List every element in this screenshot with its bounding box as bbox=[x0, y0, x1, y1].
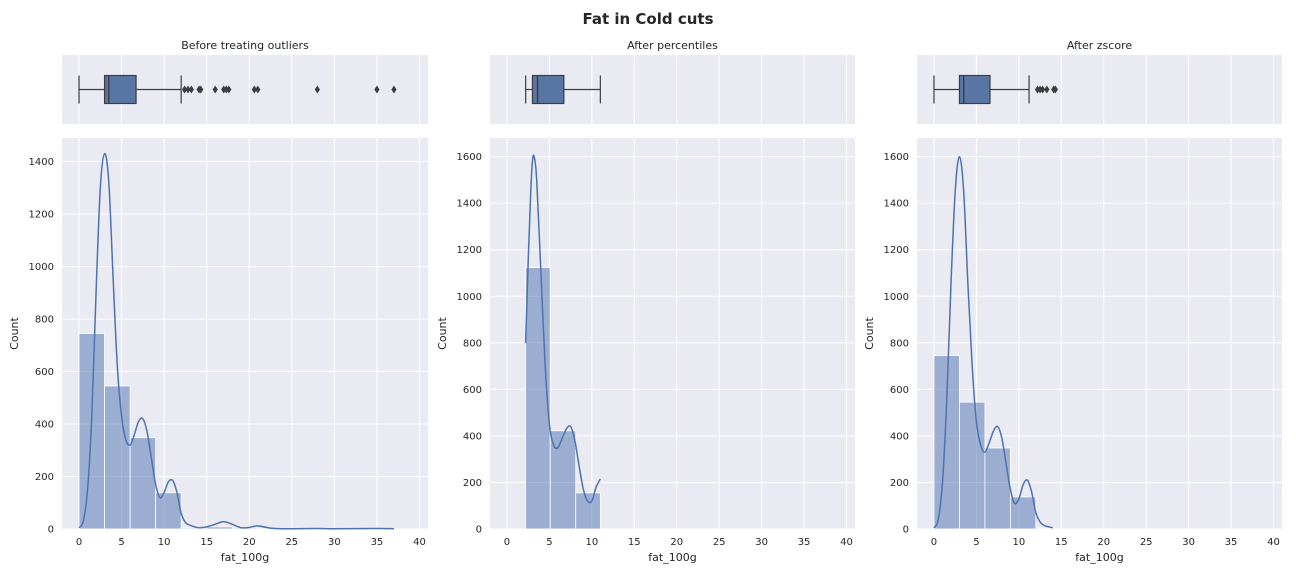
histogram-bar bbox=[206, 526, 233, 530]
x-tick-label: 20 bbox=[243, 537, 256, 548]
outlier-point bbox=[212, 85, 218, 94]
figure-title: Fat in Cold cuts bbox=[582, 10, 713, 28]
x-tick-label: 5 bbox=[118, 537, 124, 548]
boxplot-panel-1: Before treating outliers bbox=[62, 39, 428, 124]
outlier-point bbox=[255, 85, 261, 94]
x-tick-label: 35 bbox=[371, 537, 384, 548]
x-tick-label: 30 bbox=[755, 537, 768, 548]
histogram-bar bbox=[104, 385, 131, 530]
x-tick-label: 5 bbox=[973, 537, 979, 548]
outlier-point bbox=[185, 85, 191, 94]
y-tick-label: 1600 bbox=[457, 152, 482, 163]
outlier-point bbox=[226, 85, 232, 94]
kde-line bbox=[524, 154, 602, 504]
y-axis-label: Count bbox=[436, 316, 449, 349]
x-axis-label: fat_100g bbox=[1075, 551, 1123, 564]
panel-title: After zscore bbox=[1067, 39, 1132, 52]
y-tick-label: 600 bbox=[890, 385, 909, 396]
y-tick-label: 600 bbox=[35, 367, 54, 378]
y-tick-label: 1200 bbox=[457, 245, 482, 256]
y-tick-label: 400 bbox=[463, 431, 482, 442]
histogram-bar bbox=[129, 437, 157, 530]
x-tick-label: 25 bbox=[713, 537, 726, 548]
y-tick-label: 1000 bbox=[457, 292, 482, 303]
y-tick-label: 600 bbox=[463, 385, 482, 396]
y-axis-label: Count bbox=[8, 316, 21, 349]
box-iqr bbox=[103, 74, 137, 105]
histogram-panel-2: 0 5 10 15 20 25 30 35 40020040060080010001200140… bbox=[436, 138, 855, 564]
y-tick-label: 1200 bbox=[29, 210, 54, 221]
kde-line bbox=[78, 152, 394, 530]
outlier-point bbox=[181, 85, 188, 94]
outlier-point bbox=[1040, 85, 1046, 94]
kde-line bbox=[933, 155, 1054, 529]
x-tick-label: 25 bbox=[285, 537, 298, 548]
x-tick-label: 35 bbox=[798, 537, 811, 548]
panel-title: Before treating outliers bbox=[181, 39, 309, 52]
y-tick-label: 1000 bbox=[884, 292, 909, 303]
y-tick-label: 1200 bbox=[884, 245, 909, 256]
x-tick-label: 10 bbox=[158, 537, 171, 548]
x-tick-label: 0 bbox=[76, 537, 82, 548]
histogram-bar bbox=[525, 267, 551, 530]
x-tick-label: 25 bbox=[1140, 537, 1153, 548]
x-tick-label: 20 bbox=[670, 537, 683, 548]
panel-title: After percentiles bbox=[627, 39, 718, 52]
histogram-bar bbox=[155, 492, 182, 530]
histogram-bar bbox=[984, 447, 1011, 530]
x-tick-label: 20 bbox=[1097, 537, 1110, 548]
x-tick-label: 0 bbox=[931, 537, 937, 548]
x-axis-label: fat_100g bbox=[648, 551, 696, 564]
y-tick-label: 0 bbox=[903, 525, 909, 536]
box-iqr bbox=[958, 74, 991, 105]
y-tick-label: 400 bbox=[35, 420, 54, 431]
y-tick-label: 1400 bbox=[29, 157, 54, 168]
y-tick-label: 200 bbox=[463, 478, 482, 489]
x-tick-label: 30 bbox=[1182, 537, 1195, 548]
y-tick-label: 0 bbox=[48, 525, 54, 536]
x-tick-label: 15 bbox=[628, 537, 641, 548]
outlier-point bbox=[1044, 85, 1050, 94]
histogram-bar bbox=[959, 401, 986, 530]
outlier-point bbox=[188, 85, 194, 94]
y-tick-label: 200 bbox=[35, 472, 54, 483]
y-tick-label: 800 bbox=[35, 315, 54, 326]
y-tick-label: 200 bbox=[890, 478, 909, 489]
x-axis-label: fat_100g bbox=[221, 551, 269, 564]
boxplot-panel-2: After percentiles bbox=[490, 39, 855, 124]
histogram-bar bbox=[575, 492, 601, 530]
x-tick-label: 15 bbox=[1055, 537, 1068, 548]
y-tick-label: 800 bbox=[890, 338, 909, 349]
x-tick-label: 10 bbox=[1012, 537, 1025, 548]
x-tick-label: 30 bbox=[328, 537, 341, 548]
boxplot-panel-3: After zscore bbox=[917, 39, 1282, 124]
y-tick-label: 1000 bbox=[29, 262, 54, 273]
x-tick-label: 40 bbox=[413, 537, 426, 548]
outlier-point bbox=[374, 85, 380, 94]
x-tick-label: 0 bbox=[504, 537, 510, 548]
x-tick-label: 35 bbox=[1225, 537, 1238, 548]
outlier-point bbox=[198, 85, 204, 94]
outlier-point bbox=[251, 85, 257, 94]
histogram-bar bbox=[1035, 527, 1056, 530]
y-tick-label: 800 bbox=[463, 338, 482, 349]
x-tick-label: 5 bbox=[546, 537, 552, 548]
outlier-point bbox=[314, 85, 320, 94]
x-tick-label: 40 bbox=[840, 537, 853, 548]
outlier-point bbox=[1052, 85, 1058, 94]
y-tick-label: 1400 bbox=[884, 199, 909, 210]
histogram-panel-3: 0 5 10 15 20 25 30 35 40020040060080010001200140… bbox=[863, 138, 1282, 564]
y-tick-label: 1600 bbox=[884, 152, 909, 163]
y-tick-label: 400 bbox=[890, 431, 909, 442]
x-tick-label: 10 bbox=[585, 537, 598, 548]
y-axis-label: Count bbox=[863, 316, 876, 349]
x-tick-label: 15 bbox=[200, 537, 213, 548]
y-tick-label: 1400 bbox=[457, 199, 482, 210]
outlier-point bbox=[391, 85, 397, 94]
histogram-panel-1: 0 5 10 15 20 25 30 35 40020040060080010001200140… bbox=[8, 138, 428, 564]
x-tick-label: 40 bbox=[1267, 537, 1280, 548]
y-tick-label: 0 bbox=[476, 525, 482, 536]
